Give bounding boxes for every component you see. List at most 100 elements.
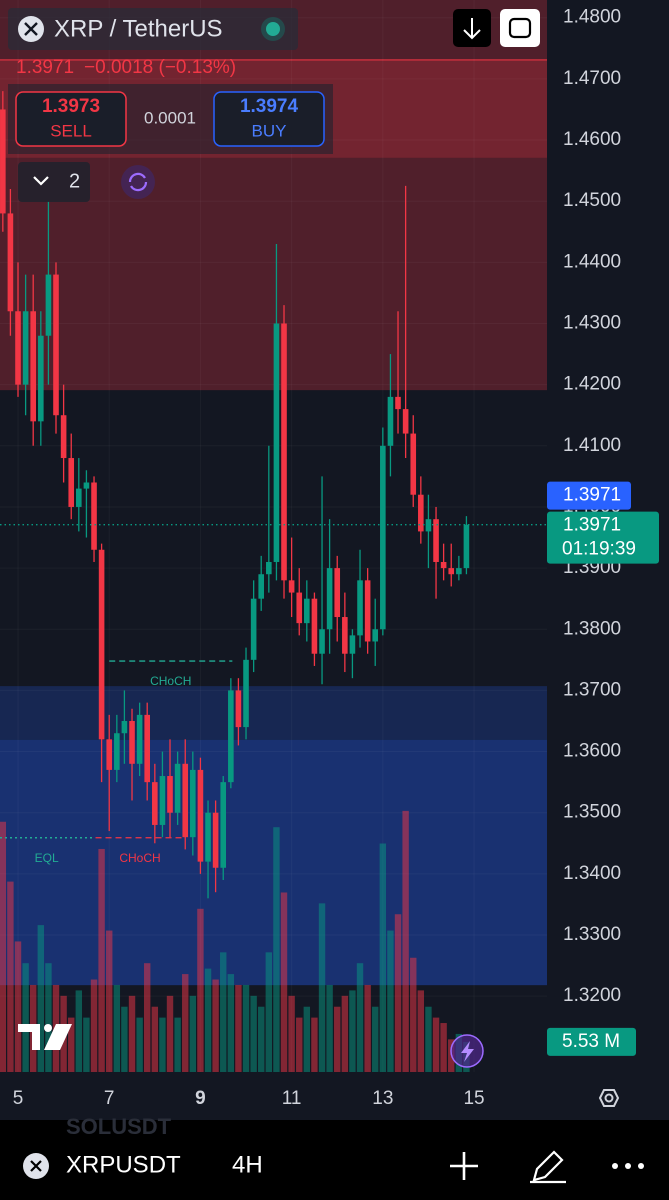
annotation-label: CHoCH xyxy=(119,851,160,865)
candle-body xyxy=(53,274,59,416)
refresh-button[interactable] xyxy=(121,165,155,199)
candle-body xyxy=(387,396,394,446)
y-tick-label: 1.3500 xyxy=(563,802,621,823)
candle-body xyxy=(357,580,363,636)
volume-bar xyxy=(303,1006,311,1072)
candle-body xyxy=(372,629,379,642)
candle-body xyxy=(15,311,21,385)
indicators-toggle[interactable] xyxy=(18,162,90,202)
toolbar-interval[interactable]: 4H xyxy=(232,1151,263,1178)
y-tick-label: 1.4300 xyxy=(563,313,621,334)
candle-body xyxy=(60,415,67,459)
volume-bar xyxy=(356,963,364,1072)
symbol-box xyxy=(8,8,298,50)
volume-bar xyxy=(151,1006,159,1072)
candle-body xyxy=(395,396,401,410)
candle-body xyxy=(212,812,219,868)
volume-bar xyxy=(326,984,333,1072)
y-tick-label: 1.4700 xyxy=(563,68,621,89)
volume-bar xyxy=(242,984,250,1072)
y-tick-label: 1.3600 xyxy=(563,741,621,762)
volume-badge xyxy=(547,1027,636,1056)
toolbar-close-icon xyxy=(30,1160,42,1172)
close-icon xyxy=(24,22,38,36)
candle-body xyxy=(228,690,234,783)
volume-bar xyxy=(14,941,22,1072)
annotation-label: EQL xyxy=(35,851,59,865)
candle-body xyxy=(273,323,280,562)
candle-body xyxy=(152,782,158,825)
candle-body xyxy=(136,714,143,764)
y-tick-label: 1.4800 xyxy=(563,7,621,28)
buy-label: BUY xyxy=(252,121,287,140)
fullscreen-button[interactable] xyxy=(500,9,540,47)
symbol: XRP / TetherUS xyxy=(54,15,223,42)
y-tick-label: 1.4500 xyxy=(563,190,621,211)
toolbar xyxy=(0,1120,669,1200)
volume-bar xyxy=(394,914,402,1072)
candle-body xyxy=(243,659,249,728)
candle-body xyxy=(121,720,128,734)
candle-body xyxy=(364,580,371,642)
candle-body xyxy=(326,568,333,630)
draw-icon[interactable] xyxy=(530,1150,566,1184)
candle-body xyxy=(91,482,97,550)
zone xyxy=(0,0,547,391)
volume-bar xyxy=(440,1023,447,1072)
volume-bar xyxy=(288,995,295,1072)
candle-body xyxy=(319,629,325,654)
countdown: 01:19:39 xyxy=(562,539,636,560)
more-icon[interactable] xyxy=(612,1163,644,1169)
volume-bar xyxy=(0,821,7,1072)
candle-body xyxy=(235,690,242,728)
volume-bar xyxy=(280,892,288,1072)
y-tick-label: 1.4400 xyxy=(563,251,621,272)
x-tick-label: 9 xyxy=(195,1088,206,1109)
candle-body xyxy=(281,323,287,581)
volume-bar xyxy=(182,974,189,1072)
volume-bar xyxy=(83,1017,90,1072)
candle-body xyxy=(197,769,204,862)
x-tick-label: 7 xyxy=(104,1088,115,1109)
candle-body xyxy=(205,812,211,862)
x-tick-label: 13 xyxy=(372,1088,393,1109)
volume-bar xyxy=(402,810,409,1072)
candle-body xyxy=(106,739,113,770)
volume-bar xyxy=(128,995,136,1072)
candle-body xyxy=(250,598,257,660)
toolbar-symbol[interactable]: XRPUSDT xyxy=(66,1151,181,1178)
buy-price: 1.3974 xyxy=(240,96,299,117)
settings-icon-center xyxy=(604,1093,614,1103)
volume-bar xyxy=(425,1006,432,1072)
volume-bar xyxy=(136,1017,143,1072)
volume-bar xyxy=(258,1006,265,1072)
change: −0.0018 (−0.13%) xyxy=(84,57,236,78)
sell-price: 1.3973 xyxy=(42,96,100,117)
volume-bar xyxy=(7,881,14,1072)
add-icon[interactable] xyxy=(450,1152,478,1180)
y-tick-label: 1.3400 xyxy=(563,863,621,884)
candle-body xyxy=(440,561,447,569)
candle-body xyxy=(258,574,265,599)
volume-bar xyxy=(432,1017,440,1072)
volume-bar xyxy=(334,1006,341,1072)
settings-icon[interactable] xyxy=(598,1089,620,1107)
candle-body xyxy=(129,720,135,764)
volume-bar xyxy=(121,1006,128,1072)
volume-bar xyxy=(98,848,105,1072)
candle-body xyxy=(22,311,29,385)
candle-body xyxy=(349,635,356,654)
candle-body xyxy=(144,714,151,783)
candle-body xyxy=(433,519,439,562)
candle-body xyxy=(114,733,120,770)
buy-button[interactable] xyxy=(213,91,325,147)
candle-body xyxy=(38,335,44,422)
volume-bar xyxy=(349,990,356,1072)
candle-body xyxy=(167,776,173,813)
volume-bar xyxy=(37,925,45,1072)
sell-button[interactable] xyxy=(15,91,127,147)
volume-bar xyxy=(106,930,113,1072)
volume-bar xyxy=(22,963,29,1072)
volume-bar xyxy=(68,1017,75,1072)
volume-bar xyxy=(311,1017,318,1072)
